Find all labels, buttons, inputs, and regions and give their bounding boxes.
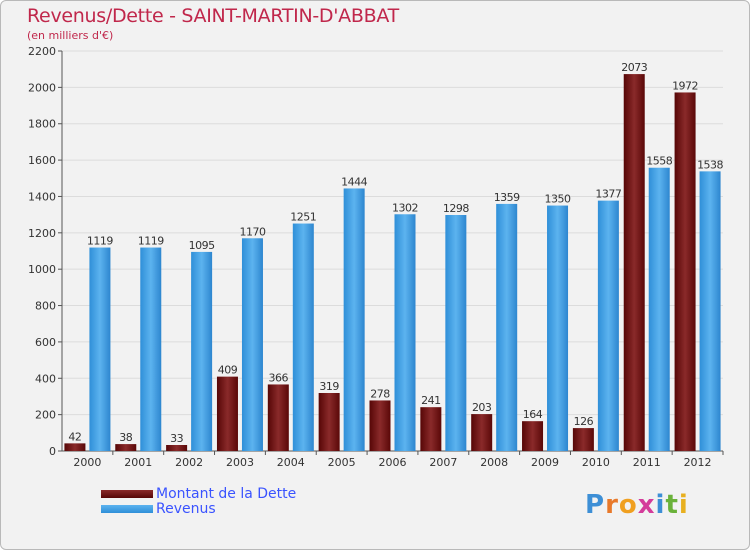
dette-bar <box>267 384 289 451</box>
x-tick-label: 2010 <box>582 456 610 469</box>
logo-letter: o <box>618 490 638 520</box>
revenus-value-label: 1119 <box>138 235 164 248</box>
dette-value-label: 1972 <box>672 79 698 92</box>
dette-bar <box>318 393 340 451</box>
dette-value-label: 203 <box>472 401 492 414</box>
revenus-bar <box>547 205 569 451</box>
dette-value-label: 366 <box>269 371 289 384</box>
revenus-bar <box>343 188 365 452</box>
y-tick-label: 1800 <box>28 118 56 131</box>
x-tick-label: 2005 <box>328 456 356 469</box>
dette-bar <box>623 74 645 451</box>
revenus-value-label: 1302 <box>392 201 418 214</box>
revenus-value-label: 1298 <box>443 202 469 215</box>
revenus-value-label: 1377 <box>595 188 621 201</box>
revenus-bar <box>241 238 263 451</box>
logo-letter: i <box>678 490 689 520</box>
dette-bar <box>420 407 442 451</box>
dette-value-label: 42 <box>68 430 81 443</box>
y-tick-label: 1000 <box>28 263 56 276</box>
x-tick-label: 2011 <box>633 456 661 469</box>
revenus-bar <box>648 167 670 451</box>
y-tick-label: 200 <box>35 409 56 422</box>
dette-value-label: 126 <box>574 415 594 428</box>
legend-swatch-dette <box>101 490 153 498</box>
dette-value-label: 164 <box>523 408 543 421</box>
revenus-value-label: 1359 <box>494 191 520 204</box>
chart-title: Revenus/Dette - SAINT-MARTIN-D'ABBAT <box>27 5 399 27</box>
logo-letter: x <box>637 490 656 520</box>
x-tick-label: 2000 <box>73 456 101 469</box>
dette-value-label: 38 <box>119 431 132 444</box>
revenus-value-label: 1095 <box>189 239 215 252</box>
dette-bar <box>471 414 493 451</box>
y-tick-label: 1400 <box>28 190 56 203</box>
revenus-bar <box>597 200 619 451</box>
revenus-bar <box>89 247 111 451</box>
revenus-bar <box>445 215 467 451</box>
x-tick-label: 2006 <box>379 456 407 469</box>
revenus-bar <box>496 203 518 451</box>
dette-bar <box>369 400 391 451</box>
legend-swatch-revenus <box>101 505 153 513</box>
revenus-bar <box>191 251 213 451</box>
logo-letter: P <box>585 490 606 520</box>
y-tick-label: 800 <box>35 300 56 313</box>
revenus-bar <box>394 214 416 451</box>
legend-label-dette: Montant de la Dette <box>156 486 297 502</box>
x-tick-label: 2001 <box>124 456 152 469</box>
revenus-bar <box>140 247 162 451</box>
x-tick-label: 2012 <box>684 456 712 469</box>
y-tick-label: 2000 <box>28 81 56 94</box>
revenus-value-label: 1538 <box>697 158 723 171</box>
chart-subtitle: (en milliers d'€) <box>27 29 114 42</box>
x-tick-label: 2002 <box>175 456 203 469</box>
dette-value-label: 2073 <box>621 61 647 74</box>
logo-letter: i <box>655 490 666 520</box>
y-tick-label: 400 <box>35 372 56 385</box>
y-tick-label: 2200 <box>28 45 56 58</box>
x-tick-label: 2004 <box>277 456 305 469</box>
y-tick-label: 0 <box>49 445 56 458</box>
proxiti-logo: Proxiti <box>585 490 689 520</box>
dette-bar <box>522 421 544 451</box>
x-tick-label: 2003 <box>226 456 254 469</box>
dette-bar <box>115 444 137 451</box>
x-tick-label: 2008 <box>480 456 508 469</box>
dette-value-label: 241 <box>421 394 441 407</box>
dette-value-label: 278 <box>370 387 390 400</box>
dette-bar <box>572 428 594 451</box>
revenus-bar <box>699 171 721 451</box>
dette-bar <box>674 92 696 452</box>
dette-value-label: 409 <box>218 364 238 377</box>
legend-label-revenus: Revenus <box>156 501 216 517</box>
dette-value-label: 319 <box>319 380 339 393</box>
revenus-value-label: 1558 <box>646 155 672 168</box>
logo-letter: t <box>665 490 679 520</box>
dette-bar <box>166 445 188 451</box>
revenus-value-label: 1251 <box>290 211 316 224</box>
x-tick-label: 2007 <box>429 456 457 469</box>
y-tick-label: 1200 <box>28 227 56 240</box>
y-tick-label: 600 <box>35 336 56 349</box>
revenus-value-label: 1119 <box>87 235 113 248</box>
revenus-value-label: 1350 <box>545 193 571 206</box>
revenus-bar <box>292 223 314 451</box>
x-tick-label: 2009 <box>531 456 559 469</box>
revenus-value-label: 1170 <box>239 225 265 238</box>
dette-bar <box>64 443 86 451</box>
dette-value-label: 33 <box>170 432 183 445</box>
logo-letter: r <box>605 490 619 520</box>
dette-bar <box>216 376 238 451</box>
revenus-value-label: 1444 <box>341 175 367 188</box>
y-tick-label: 1600 <box>28 154 56 167</box>
